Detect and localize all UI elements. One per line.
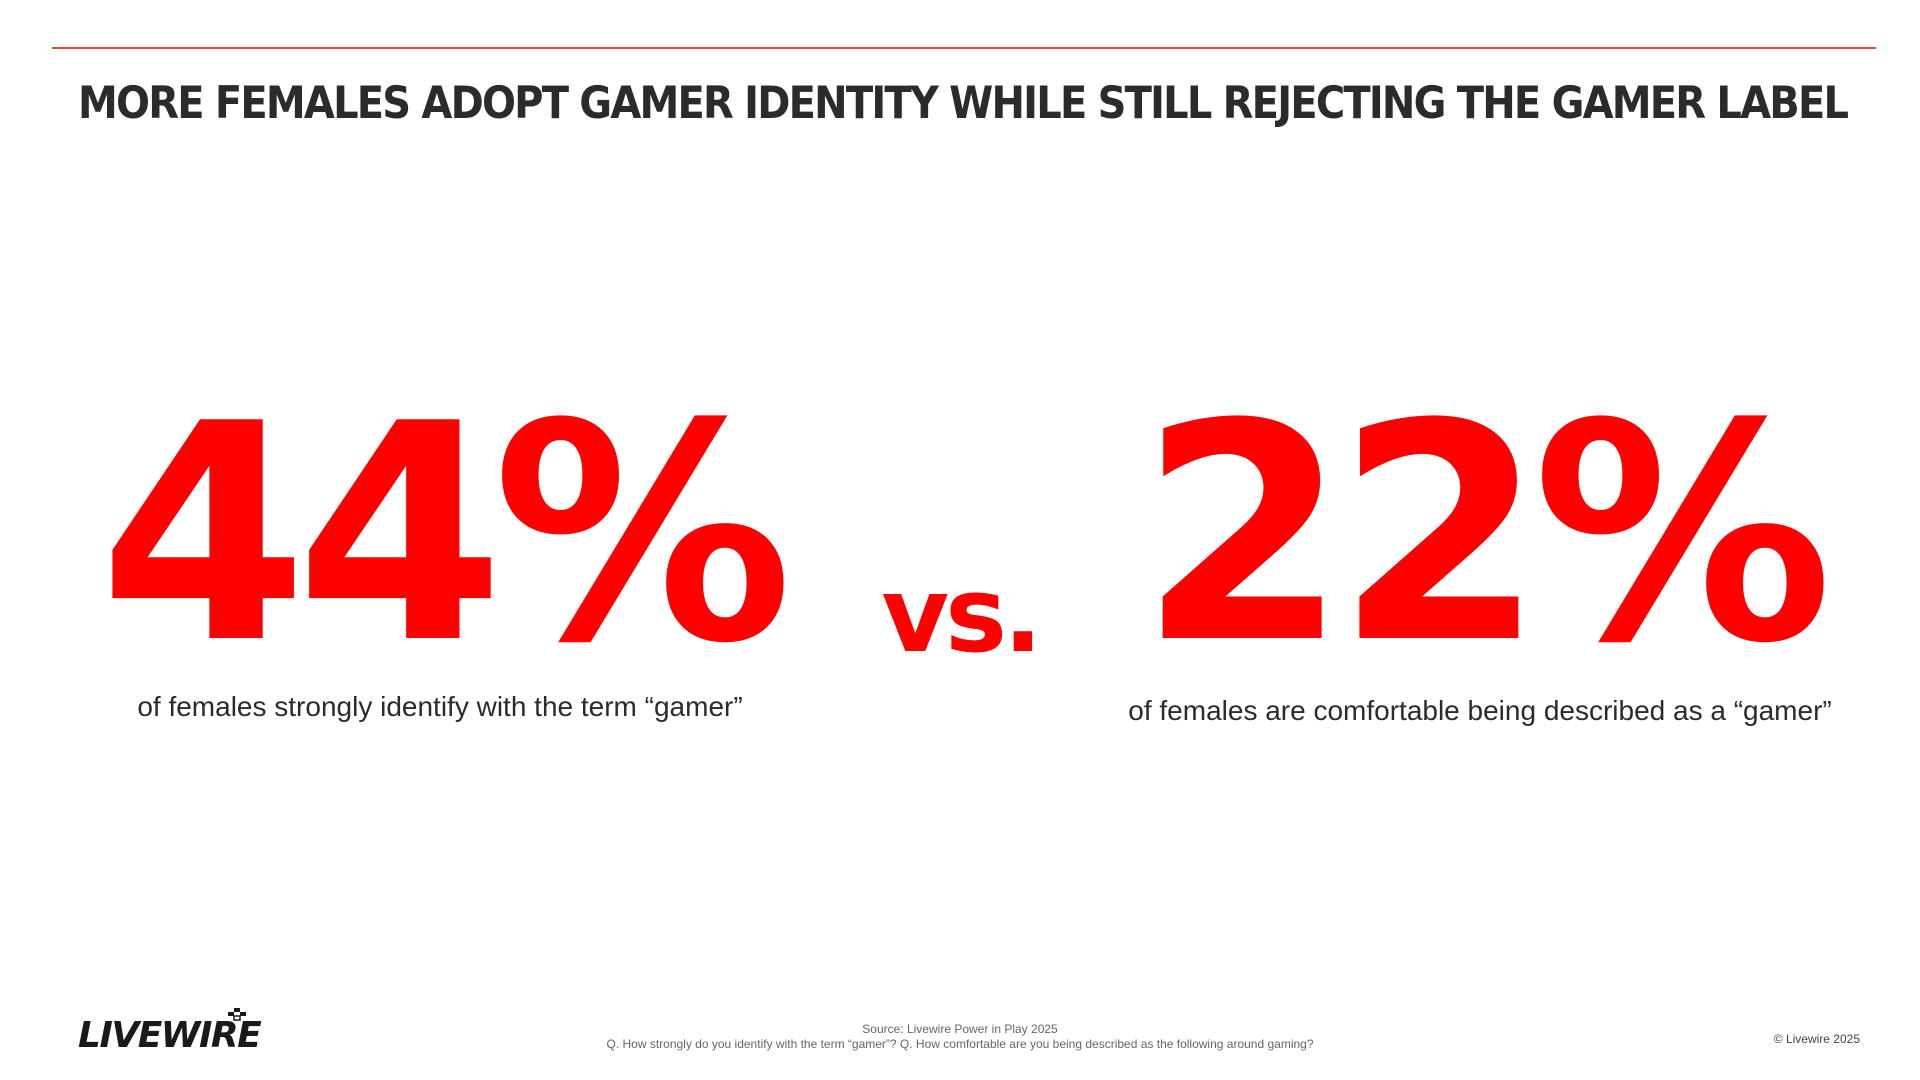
pixel-mark-icon [228,1008,246,1021]
stat-block-right: 22% of females are comfortable being des… [1110,385,1850,729]
source-note: Source: Livewire Power in Play 2025 Q. H… [460,1022,1460,1052]
stat-caption-left: of females strongly identify with the te… [137,691,743,722]
copyright-notice: © Livewire 2025 [1773,1032,1860,1046]
stat-caption-right: of females are comfortable being describ… [1128,695,1832,726]
source-line: Source: Livewire Power in Play 2025 [862,1022,1058,1036]
stat-value-right: 22% [1138,360,1833,709]
question-line: Q. How strongly do you identify with the… [606,1037,1314,1051]
stat-value-left: 44% [98,360,793,709]
stat-block-left: 44% of females strongly identify with th… [60,385,820,725]
top-divider-line [52,47,1876,49]
slide-title: MORE FEMALES ADOPT GAMER IDENTITY WHILE … [78,77,1849,130]
logo-wordmark: LIVEWIRE [78,1015,262,1056]
livewire-logo: LIVEWIRE [78,1008,262,1058]
versus-separator: vs. [881,554,1042,676]
